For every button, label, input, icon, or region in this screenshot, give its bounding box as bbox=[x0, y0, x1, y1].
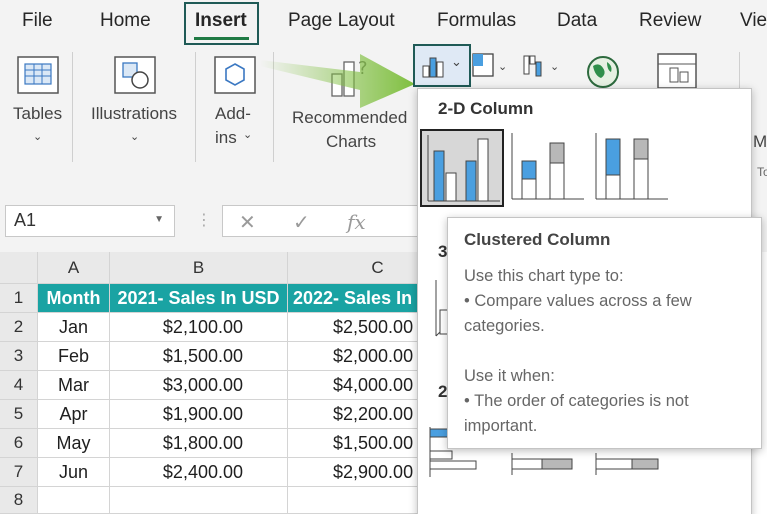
column-header-a[interactable]: A bbox=[38, 252, 110, 284]
waterfall-chart-icon[interactable]: ⌄ bbox=[522, 52, 566, 80]
row-header-1[interactable]: 1 bbox=[0, 284, 38, 313]
stacked-column-icon bbox=[511, 133, 584, 200]
clustered-column-option[interactable] bbox=[420, 129, 504, 207]
insert-column-chart-button[interactable]: ⌄ bbox=[413, 44, 471, 87]
table-cell[interactable]: Jan bbox=[38, 313, 110, 342]
row-header-6[interactable]: 6 bbox=[0, 429, 38, 458]
chevron-down-icon: ⌄ bbox=[130, 131, 140, 143]
insert-function-icon[interactable]: fx bbox=[347, 210, 366, 234]
tooltip-text: categories. bbox=[464, 317, 545, 335]
ribbon-partial-label: M bbox=[753, 132, 767, 151]
tab-page-layout[interactable]: Page Layout bbox=[288, 10, 395, 31]
column-chart-icon bbox=[422, 57, 444, 78]
table-cell[interactable]: Feb bbox=[38, 342, 110, 371]
name-box-value: A1 bbox=[14, 210, 37, 230]
tab-review[interactable]: Review bbox=[639, 10, 702, 31]
table-cell[interactable] bbox=[110, 487, 288, 514]
svg-text:⌄: ⌄ bbox=[498, 60, 507, 73]
clustered-column-icon bbox=[427, 135, 500, 202]
table-cell[interactable]: Apr bbox=[38, 400, 110, 429]
tooltip-title: Clustered Column bbox=[464, 230, 611, 249]
active-tab-underline bbox=[194, 37, 249, 40]
tab-data[interactable]: Data bbox=[557, 10, 598, 31]
tab-insert[interactable]: Insert bbox=[195, 10, 247, 31]
section-2d-column: 2-D Column bbox=[438, 99, 534, 118]
stacked-column-option[interactable] bbox=[506, 129, 590, 207]
tooltip-text: Use it when: bbox=[464, 367, 555, 385]
table-cell[interactable]: Mar bbox=[38, 371, 110, 400]
percent-stacked-column-icon bbox=[595, 133, 668, 200]
header-cell-month[interactable]: Month bbox=[38, 284, 110, 313]
ribbon-separator bbox=[195, 52, 196, 162]
section-3d-column: 3 bbox=[438, 242, 448, 261]
table-cell[interactable]: $3,000.00 bbox=[110, 371, 288, 400]
tab-file[interactable]: File bbox=[22, 10, 53, 31]
chevron-down-icon: ⌄ bbox=[33, 131, 43, 143]
formula-actions: ✕ ✓ fx bbox=[222, 205, 422, 237]
shapes-icon bbox=[114, 56, 156, 94]
row-header-5[interactable]: 5 bbox=[0, 400, 38, 429]
cancel-icon[interactable]: ✕ bbox=[239, 212, 256, 234]
maps-globe-icon[interactable] bbox=[585, 54, 621, 90]
tooltip-text: important. bbox=[464, 417, 538, 435]
table-cell[interactable]: Jun bbox=[38, 458, 110, 487]
tab-formulas[interactable]: Formulas bbox=[437, 10, 517, 31]
section-2d-bar: 2 bbox=[438, 382, 448, 401]
chevron-down-icon: ⌄ bbox=[451, 54, 462, 69]
table-cell[interactable]: $1,800.00 bbox=[110, 429, 288, 458]
pivot-chart-icon[interactable] bbox=[656, 52, 700, 92]
table-cell[interactable]: $1,900.00 bbox=[110, 400, 288, 429]
addins-label-line2: ins bbox=[215, 128, 237, 147]
recommended-charts-label-line2: Charts bbox=[326, 132, 377, 151]
recommended-charts-label-line1: Recommended bbox=[292, 108, 408, 127]
ribbon-separator bbox=[273, 52, 274, 162]
header-cell-2021[interactable]: 2021- Sales In USD bbox=[110, 284, 288, 313]
percent-stacked-bar-icon[interactable] bbox=[594, 453, 664, 475]
drag-handle-icon[interactable]: ⋮ bbox=[196, 212, 212, 229]
table-cell[interactable]: $2,100.00 bbox=[110, 313, 288, 342]
hierarchy-chart-icon[interactable]: ⌄ bbox=[472, 52, 514, 80]
column-header-b[interactable]: B bbox=[110, 252, 288, 284]
row-header-8[interactable]: 8 bbox=[0, 487, 38, 514]
row-header-4[interactable]: 4 bbox=[0, 371, 38, 400]
pointer-arrow-icon bbox=[260, 54, 415, 108]
addins-icon bbox=[214, 56, 256, 94]
chevron-down-icon: ⌄ bbox=[243, 129, 253, 141]
stacked-bar-icon[interactable] bbox=[510, 453, 580, 475]
table-cell[interactable]: $1,500.00 bbox=[110, 342, 288, 371]
header-cell-2022[interactable]: 2022- Sales In USD bbox=[288, 284, 468, 313]
insert-tab-highlight bbox=[184, 2, 259, 45]
ribbon-separator bbox=[72, 52, 73, 162]
name-box[interactable]: A1 ▼ bbox=[5, 205, 175, 237]
chart-type-tooltip: Clustered Column Use this chart type to:… bbox=[447, 217, 762, 449]
svg-text:⌄: ⌄ bbox=[550, 60, 559, 73]
illustrations-label: Illustrations bbox=[91, 104, 177, 123]
select-all-corner[interactable] bbox=[0, 252, 38, 284]
tooltip-text: • Compare values across a few bbox=[464, 292, 692, 310]
tooltip-text: Use this chart type to: bbox=[464, 267, 624, 285]
tab-home[interactable]: Home bbox=[100, 10, 151, 31]
row-header-2[interactable]: 2 bbox=[0, 313, 38, 342]
row-header-3[interactable]: 3 bbox=[0, 342, 38, 371]
enter-icon[interactable]: ✓ bbox=[293, 212, 310, 234]
table-icon bbox=[17, 56, 59, 94]
table-cell[interactable]: $2,400.00 bbox=[110, 458, 288, 487]
ribbon-partial-group-label: To bbox=[757, 165, 767, 179]
addins-label-line1: Add- bbox=[215, 104, 251, 123]
table-cell[interactable]: May bbox=[38, 429, 110, 458]
percent-stacked-column-option[interactable] bbox=[590, 129, 674, 207]
row-header-7[interactable]: 7 bbox=[0, 458, 38, 487]
tables-label: Tables bbox=[13, 104, 63, 123]
tooltip-text: • The order of categories is not bbox=[464, 392, 689, 410]
chevron-down-icon[interactable]: ▼ bbox=[154, 214, 164, 225]
table-cell[interactable] bbox=[38, 487, 110, 514]
tab-view[interactable]: Vie bbox=[740, 10, 767, 31]
